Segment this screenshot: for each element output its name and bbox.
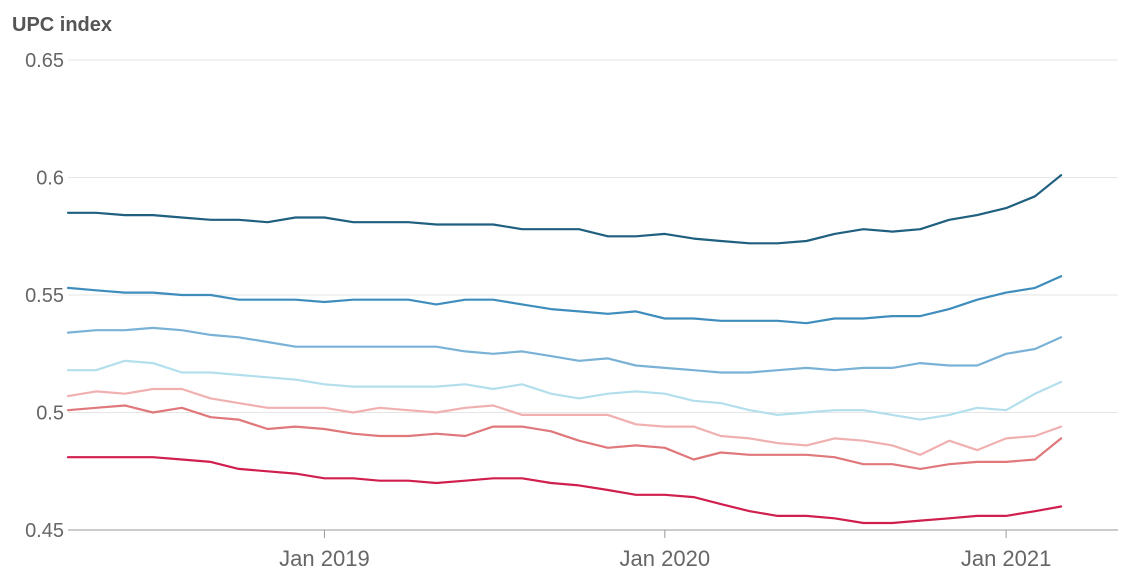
series-line-7 xyxy=(66,456,1063,525)
series-line-3 xyxy=(66,326,1063,374)
y-tick-label: 0.45 xyxy=(25,520,64,542)
y-tick-label: 0.6 xyxy=(36,168,64,190)
series-line-1 xyxy=(66,174,1063,245)
y-tick-label: 0.55 xyxy=(25,285,64,307)
series-line-6 xyxy=(66,404,1063,470)
series-line-2 xyxy=(66,275,1063,325)
x-tick-label: Jan 2019 xyxy=(279,546,370,568)
y-axis-title: UPC index xyxy=(12,14,113,36)
y-tick-label: 0.65 xyxy=(25,50,64,72)
series-line-5 xyxy=(66,387,1063,456)
y-tick-label: 0.5 xyxy=(36,403,64,425)
x-tick-label: Jan 2021 xyxy=(961,546,1052,568)
series-line-4 xyxy=(66,359,1063,421)
x-tick-label: Jan 2020 xyxy=(620,546,711,568)
